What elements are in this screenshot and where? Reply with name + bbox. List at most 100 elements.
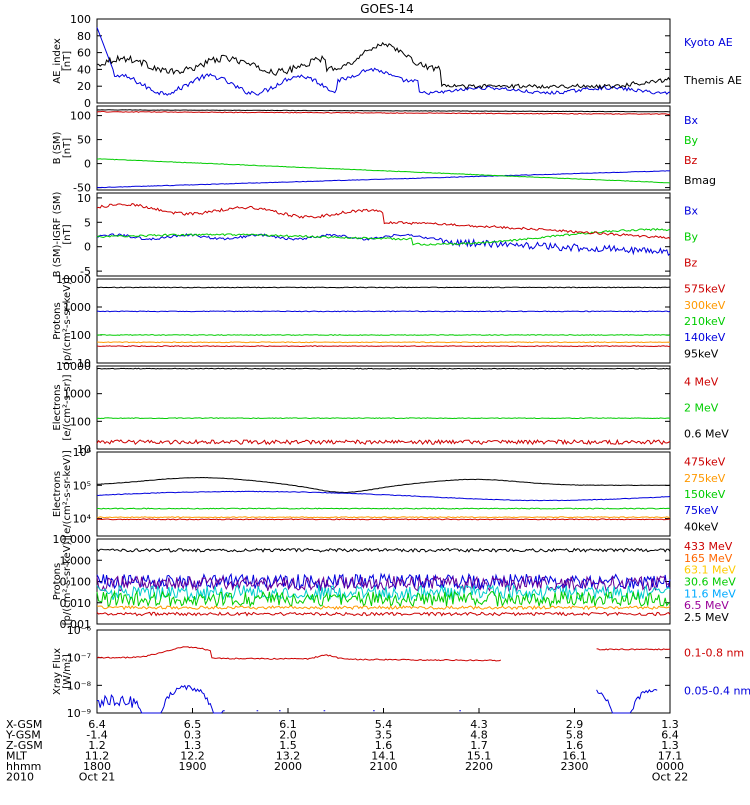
y-axis-label-line: Electrons xyxy=(52,471,63,517)
x-tick-label: 2300 xyxy=(561,760,589,773)
y-tick-label: 0.010 xyxy=(60,597,92,610)
x-tick-label: 6.4 xyxy=(88,718,106,731)
legend-95kev: 95keV xyxy=(684,347,719,360)
panel-frame xyxy=(96,18,671,104)
y-tick-label: 10⁻⁹ xyxy=(67,707,91,720)
y-axis-label-line: [p/(cm²-s-sr-keV)] xyxy=(62,277,73,365)
x-tick-label: 12.2 xyxy=(180,750,205,763)
x-tick-label: 3.5 xyxy=(375,729,393,742)
y-tick-label: 20 xyxy=(77,80,91,93)
x-tick-label: 1800 xyxy=(83,760,111,773)
x-tick-label: 1.7 xyxy=(470,739,488,752)
series-line-6-5-mev xyxy=(96,605,671,611)
y-tick-label: 10000 xyxy=(56,273,91,286)
y-tick-label: 0.100 xyxy=(60,576,92,589)
y-tick-label: 10⁵ xyxy=(73,479,91,492)
x-tick-label: 6.4 xyxy=(661,729,679,742)
legend-bz: Bz xyxy=(684,154,698,167)
y-axis-label-line: B (SM)-IGRF (SM) xyxy=(52,192,63,278)
y-axis-label: Electrons [e/(cm²-s-sr-keV)] xyxy=(52,450,73,538)
series-line-kyoto-ae xyxy=(96,27,671,96)
y-axis-label: AE_index [nT] xyxy=(52,38,73,84)
series-line-210kev xyxy=(96,334,671,336)
legend-by: By xyxy=(684,134,699,147)
x-tick-label: 2000 xyxy=(274,760,302,773)
panel-frame xyxy=(96,365,671,450)
series-line-75kev xyxy=(96,516,671,519)
y-tick-label: 10⁻⁶ xyxy=(67,624,92,637)
series-line-bx xyxy=(96,170,671,189)
x-tick-label: 6.1 xyxy=(279,718,297,731)
legend-2-mev: 2 MeV xyxy=(684,402,719,415)
chart-title: GOES-14 xyxy=(360,2,414,16)
legend-165-mev: 165 MeV xyxy=(684,552,733,565)
panel-frame xyxy=(96,278,671,364)
series-line-4-mev xyxy=(96,438,671,446)
y-axis-label-line: AE_index xyxy=(52,38,63,84)
x-tick-label: 1.2 xyxy=(88,739,106,752)
series-line-150kev xyxy=(97,507,671,510)
y-tick-label: -50 xyxy=(73,182,91,195)
legend-150kev: 150keV xyxy=(684,488,726,501)
x-row-label: Z-GSM xyxy=(6,739,43,752)
y-tick-label: 10⁴ xyxy=(73,513,92,526)
series-line-63-1-mev xyxy=(96,574,671,593)
panel-frame xyxy=(96,105,671,191)
x-tick-label: 1900 xyxy=(179,760,207,773)
legend-2-5-mev: 2.5 MeV xyxy=(684,611,729,624)
panel-frame xyxy=(96,451,671,537)
legend-475kev: 475keV xyxy=(684,456,726,469)
series-line-by xyxy=(96,228,671,246)
legend-4-mev: 4 MeV xyxy=(684,376,719,389)
x-tick-label: 1.6 xyxy=(375,739,393,752)
y-tick-label: -5 xyxy=(80,265,91,278)
x-tick-label: 1.3 xyxy=(184,739,202,752)
legend-210kev: 210keV xyxy=(684,315,726,328)
x-tick-label: 2100 xyxy=(370,760,398,773)
series-line-30-6-mev xyxy=(96,583,671,602)
y-tick-label: 10 xyxy=(77,443,91,456)
y-axis-label: Xray Flux [W/m²] xyxy=(52,648,73,695)
x-tick-label: 5.4 xyxy=(375,718,393,731)
y-axis-label-line: Electrons xyxy=(52,384,63,430)
x-row-label: X-GSM xyxy=(6,718,42,731)
y-axis-label-line: [nT] xyxy=(62,138,73,158)
series-line-11-6-mev xyxy=(96,589,671,609)
y-tick-label: 100 xyxy=(70,13,91,26)
legend-63-1-mev: 63.1 MeV xyxy=(684,564,736,577)
x-tick-label: 17.1 xyxy=(658,750,683,763)
series-line-475kev xyxy=(97,476,671,494)
y-tick-label: 1000 xyxy=(63,301,91,314)
x-tick-label: 11.2 xyxy=(85,750,110,763)
legend-300kev: 300keV xyxy=(684,299,726,312)
x-tick-label: 2.9 xyxy=(566,718,584,731)
legend-0-05-0-4-nm: 0.05-0.4 nm xyxy=(684,684,750,697)
x-tick-label: 0.3 xyxy=(184,729,202,742)
legend-bmag: Bmag xyxy=(684,174,716,187)
series-line-140kev xyxy=(96,341,671,344)
series-line-themis-ae xyxy=(96,41,671,90)
y-axis-label: B (SM) [nT] xyxy=(52,131,73,164)
x-tick-label: -1.4 xyxy=(86,729,107,742)
series-line-95kev xyxy=(96,345,671,348)
x-tick-label: 6.5 xyxy=(184,718,202,731)
y-tick-label: 5 xyxy=(84,216,91,229)
legend-kyoto-ae: Kyoto AE xyxy=(684,36,733,49)
y-tick-label: 1.000 xyxy=(60,554,92,567)
y-axis-label-line: [nT] xyxy=(62,51,73,71)
y-axis-label: Protons [p/(cm²-s-sr-keV)] xyxy=(52,538,73,626)
y-tick-label: 10 xyxy=(77,357,91,370)
legend-bx: Bx xyxy=(684,205,699,218)
legend-40kev: 40keV xyxy=(684,520,719,533)
y-tick-label: 1000 xyxy=(63,388,91,401)
legend-themis-ae: Themis AE xyxy=(683,74,742,87)
legend-140kev: 140keV xyxy=(684,331,726,344)
x-tick-label: 1.5 xyxy=(279,739,297,752)
y-axis-label: Electrons [e/(cm²-s-sr)] xyxy=(52,374,73,440)
y-tick-label: 0 xyxy=(84,97,91,110)
y-tick-label: 0 xyxy=(84,158,91,171)
series-line-bmag xyxy=(96,109,671,113)
x-tick-label: 2.0 xyxy=(279,729,297,742)
